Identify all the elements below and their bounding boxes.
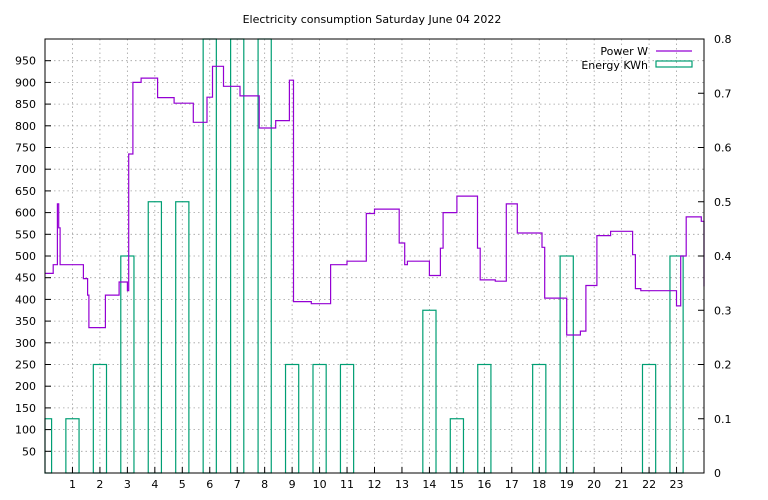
y2-tick-label: 0.1 bbox=[714, 413, 732, 426]
y-tick-label: 300 bbox=[15, 337, 36, 350]
y-tick-label: 350 bbox=[15, 315, 36, 328]
x-axis: 1 2 3 4 5 6 7 8 9 10 11 12 13 14 15 16 17 18 19 20 21 22 23 bbox=[69, 467, 684, 491]
y-tick-label: 950 bbox=[15, 55, 36, 68]
y-tick-label: 850 bbox=[15, 98, 36, 111]
x-tick-label: 23 bbox=[670, 478, 684, 491]
x-tick-label: 8 bbox=[261, 478, 268, 491]
energy-bar bbox=[312, 363, 327, 474]
y-tick-label: 650 bbox=[15, 185, 36, 198]
x-tick-label: 3 bbox=[124, 478, 131, 491]
x-tick-label: 15 bbox=[450, 478, 464, 491]
y2-tick-label: 0 bbox=[714, 467, 721, 480]
x-tick-label: 9 bbox=[289, 478, 296, 491]
y-tick-label: 550 bbox=[15, 228, 36, 241]
x-tick-label: 17 bbox=[505, 478, 519, 491]
x-tick-label: 13 bbox=[395, 478, 409, 491]
x-tick-label: 21 bbox=[615, 478, 629, 491]
x-tick-label: 7 bbox=[234, 478, 241, 491]
y-tick-label: 800 bbox=[15, 120, 36, 133]
y2-tick-label: 0.2 bbox=[714, 359, 732, 372]
energy-bar bbox=[284, 363, 300, 474]
energy-bar bbox=[641, 363, 657, 474]
legend-label-energy: Energy KWh bbox=[581, 59, 648, 72]
y2-tick-label: 0.3 bbox=[714, 304, 732, 317]
x-tick-label: 16 bbox=[477, 478, 491, 491]
chart-title: Electricity consumption Saturday June 04… bbox=[243, 13, 502, 26]
energy-bar bbox=[339, 363, 355, 474]
y-tick-label: 150 bbox=[15, 402, 36, 415]
y2-tick-label: 0.4 bbox=[714, 250, 732, 263]
y-tick-label: 250 bbox=[15, 359, 36, 372]
y-tick-label: 600 bbox=[15, 207, 36, 220]
x-tick-label: 18 bbox=[532, 478, 546, 491]
y-tick-label: 100 bbox=[15, 424, 36, 437]
power-series-line bbox=[45, 65, 705, 336]
y-axis: 50 100 150 200 250 300 350 400 450 500 550 600 650 70… bbox=[15, 55, 51, 458]
x-tick-label: 20 bbox=[587, 478, 601, 491]
legend: Power W Energy KWh bbox=[581, 45, 693, 72]
x-tick-label: 1 bbox=[69, 478, 76, 491]
energy-bar bbox=[477, 363, 492, 474]
x-tick-label: 4 bbox=[151, 478, 158, 491]
x-tick-label: 2 bbox=[96, 478, 103, 491]
legend-label-power: Power W bbox=[600, 45, 648, 58]
y2-axis: 0 0.1 0.2 0.3 0.4 0.5 0.6 0.7 0.8 bbox=[698, 33, 732, 480]
y-tick-label: 750 bbox=[15, 142, 36, 155]
x-tick-label: 10 bbox=[313, 478, 327, 491]
grid bbox=[45, 39, 704, 473]
energy-bar bbox=[92, 363, 108, 474]
x-tick-label: 14 bbox=[422, 478, 436, 491]
x-tick-label: 19 bbox=[560, 478, 574, 491]
legend-swatch-energy bbox=[655, 60, 693, 68]
y-tick-label: 700 bbox=[15, 163, 36, 176]
y-tick-label: 900 bbox=[15, 76, 36, 89]
x-tick-label: 11 bbox=[340, 478, 354, 491]
y2-tick-label: 0.6 bbox=[714, 142, 732, 155]
y-tick-label: 200 bbox=[15, 380, 36, 393]
energy-bar bbox=[44, 418, 53, 474]
y2-tick-label: 0.7 bbox=[714, 87, 732, 100]
x-tick-label: 22 bbox=[642, 478, 656, 491]
y-tick-label: 500 bbox=[15, 250, 36, 263]
y-tick-label: 400 bbox=[15, 293, 36, 306]
energy-bar bbox=[532, 363, 547, 474]
y2-tick-label: 0.8 bbox=[714, 33, 732, 46]
x-tick-label: 6 bbox=[206, 478, 213, 491]
x-tick-label: 5 bbox=[179, 478, 186, 491]
y2-tick-label: 0.5 bbox=[714, 196, 732, 209]
x-tick-label: 12 bbox=[368, 478, 382, 491]
y-tick-label: 50 bbox=[22, 445, 36, 458]
y-tick-label: 450 bbox=[15, 272, 36, 285]
